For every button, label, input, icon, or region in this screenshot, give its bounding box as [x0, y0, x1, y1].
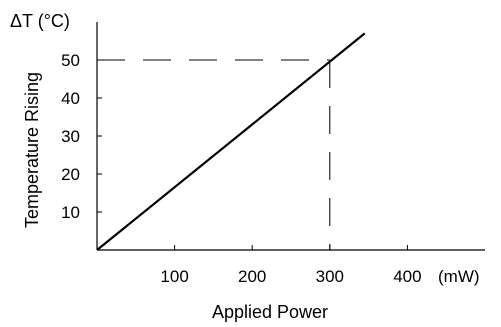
x-tick-label: 200	[238, 267, 266, 286]
x-axis-unit-label: (mW)	[438, 267, 480, 286]
x-tick-label: 300	[316, 267, 344, 286]
y-tick-label: 30	[61, 127, 80, 146]
y-tick-label: 40	[61, 89, 80, 108]
series-line	[96, 32, 366, 251]
x-tick-label: 100	[160, 267, 188, 286]
y-tick-label: 10	[61, 203, 80, 222]
y-tick-label: 50	[61, 51, 80, 70]
series	[96, 32, 366, 251]
axes	[96, 22, 485, 251]
labels: ΔT (°C) Temperature Rising Applied Power…	[10, 11, 480, 322]
y-axis-title: Temperature Rising	[22, 72, 42, 228]
y-axis-unit-label: ΔT (°C)	[10, 11, 70, 31]
ticks: 100 200 300 400 10 20 30 40 50	[61, 51, 422, 286]
reference-lines	[97, 59, 331, 250]
y-tick-label: 20	[61, 165, 80, 184]
x-axis-title: Applied Power	[212, 302, 328, 322]
x-tick-label: 400	[393, 267, 421, 286]
